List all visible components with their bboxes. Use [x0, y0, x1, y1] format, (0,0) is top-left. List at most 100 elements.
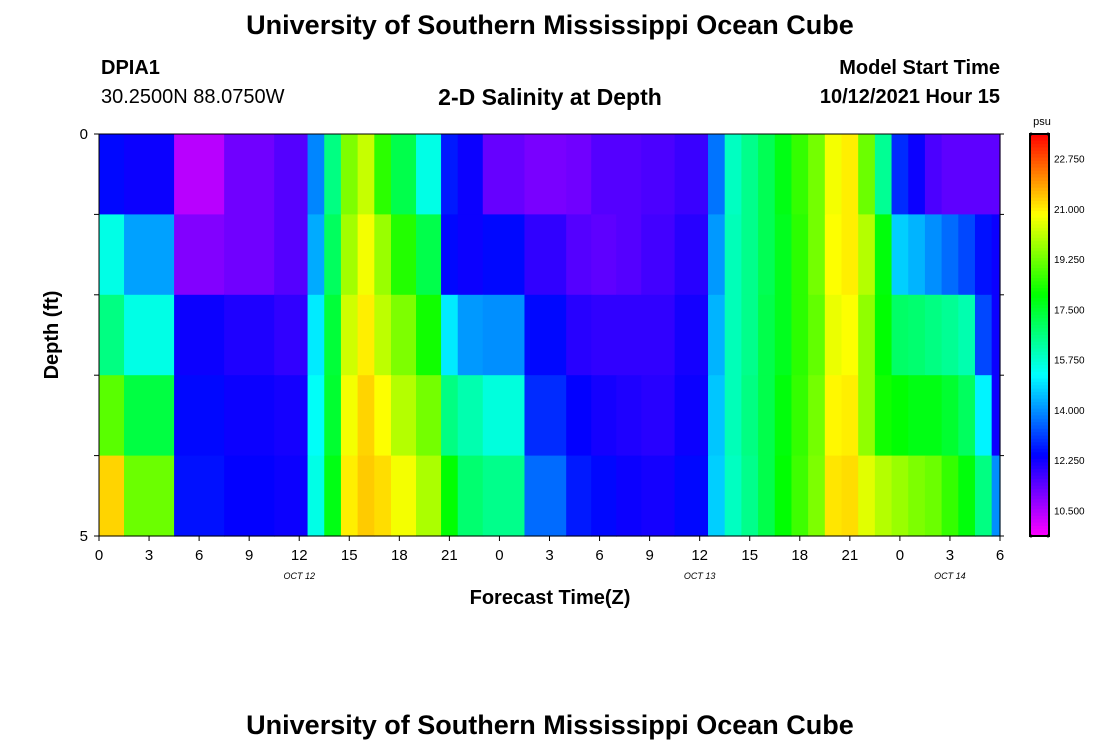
colorbar-segment	[1030, 311, 1049, 316]
colorbar-segment	[1030, 519, 1049, 524]
date-label: OCT 12	[283, 571, 315, 581]
heatmap-cell	[891, 134, 909, 215]
colorbar-segment	[1030, 257, 1049, 262]
heatmap-cell	[482, 455, 526, 537]
heatmap-cell	[174, 294, 225, 376]
heatmap-cell	[124, 134, 175, 215]
heatmap-cell	[591, 214, 617, 296]
heatmap-cell	[774, 294, 793, 376]
heatmap-cell	[924, 294, 943, 376]
heatmap-cell	[274, 214, 309, 296]
model-start-label: Model Start Time	[839, 57, 1000, 79]
colorbar-segment	[1030, 331, 1049, 336]
colorbar-segment	[1030, 187, 1049, 192]
footer-title: University of Southern Mississippi Ocean…	[246, 710, 854, 740]
colorbar-segment	[1030, 361, 1049, 366]
heatmap-cell	[524, 134, 567, 215]
x-tick-label: 18	[391, 547, 408, 564]
colorbar-tick-label: 22.750	[1054, 155, 1085, 166]
heatmap-cell	[908, 294, 926, 376]
date-label: OCT 14	[934, 571, 966, 581]
heatmap-cell	[591, 294, 617, 376]
x-tick-label: 21	[441, 547, 458, 564]
colorbar: 10.500 12.250 14.000 15.750 17.500 19.250 21.0…	[1029, 132, 1085, 538]
heatmap-cell	[441, 294, 459, 376]
colorbar-segment	[1030, 324, 1049, 329]
colorbar-segment	[1030, 308, 1049, 313]
heatmap-cell	[390, 134, 417, 215]
colorbar-segment	[1030, 234, 1049, 239]
colorbar-segment	[1030, 455, 1049, 460]
heatmap-cell	[774, 214, 793, 296]
y-axis-label: Depth (ft)	[41, 291, 63, 380]
heatmap-cell	[774, 134, 793, 215]
x-tick-label: 3	[946, 547, 954, 564]
colorbar-segment	[1030, 485, 1049, 490]
heatmap-cell	[224, 294, 275, 376]
colorbar-segment	[1030, 351, 1049, 356]
heatmap-cell	[974, 455, 993, 537]
colorbar-segment	[1030, 522, 1049, 527]
heatmap-cell	[416, 294, 442, 376]
colorbar-segment	[1030, 442, 1049, 447]
heatmap-cell	[274, 294, 309, 376]
heatmap-cell	[307, 294, 325, 376]
colorbar-segment	[1030, 425, 1049, 430]
colorbar-segment	[1030, 314, 1049, 319]
heatmap-cell	[174, 455, 225, 537]
heatmap-cell	[441, 375, 459, 457]
colorbar-segment	[1030, 274, 1049, 279]
heatmap-cell	[416, 134, 442, 215]
colorbar-segment	[1030, 140, 1049, 145]
heatmap-cell	[274, 455, 309, 537]
colorbar-segment	[1030, 264, 1049, 269]
heatmap-cell	[616, 134, 642, 215]
heatmap-cell	[741, 455, 759, 537]
colorbar-tick-label: 21.000	[1054, 205, 1085, 216]
colorbar-segment	[1030, 301, 1049, 306]
heatmap-cell	[457, 214, 484, 296]
heatmap-cell	[874, 134, 893, 215]
heatmap-cell	[941, 455, 959, 537]
colorbar-segment	[1030, 495, 1049, 500]
heatmap-cell	[616, 375, 642, 457]
heatmap-cell	[674, 294, 709, 376]
heatmap-cell	[174, 214, 225, 296]
heatmap-cell	[641, 294, 676, 376]
heatmap-cell	[307, 375, 325, 457]
heatmap-cell	[874, 455, 893, 537]
colorbar-segment	[1030, 224, 1049, 229]
heatmap-cell	[390, 294, 417, 376]
heatmap-cell	[374, 375, 392, 457]
colorbar-segment	[1030, 174, 1049, 179]
colorbar-segment	[1030, 428, 1049, 433]
colorbar-segment	[1030, 509, 1049, 514]
colorbar-segment	[1030, 405, 1049, 410]
heatmap-cell	[708, 294, 726, 376]
colorbar-segment	[1030, 482, 1049, 487]
heatmap-cell	[874, 214, 893, 296]
x-tick-label: 9	[245, 547, 253, 564]
heatmap-cell	[457, 134, 484, 215]
heatmap-cell	[390, 375, 417, 457]
heatmap-cell	[791, 134, 809, 215]
heatmap-cell	[591, 134, 617, 215]
heatmap-cell	[524, 375, 567, 457]
heatmap-cell	[340, 375, 359, 457]
heatmap-cell	[99, 375, 125, 457]
colorbar-segment	[1030, 452, 1049, 457]
heatmap-cell	[991, 214, 1001, 296]
x-tick-label: 18	[791, 547, 808, 564]
colorbar-segment	[1030, 194, 1049, 199]
heatmap-cell	[591, 375, 617, 457]
heatmap-cell	[758, 455, 776, 537]
heatmap-cell	[808, 134, 826, 215]
heatmap-cell	[991, 134, 1001, 215]
colorbar-segment	[1030, 378, 1049, 383]
heatmap-cell	[524, 214, 567, 296]
colorbar-segment	[1030, 422, 1049, 427]
colorbar-segment	[1030, 398, 1049, 403]
heatmap-cell	[441, 134, 459, 215]
colorbar-segment	[1030, 515, 1049, 520]
colorbar-segment	[1030, 160, 1049, 165]
